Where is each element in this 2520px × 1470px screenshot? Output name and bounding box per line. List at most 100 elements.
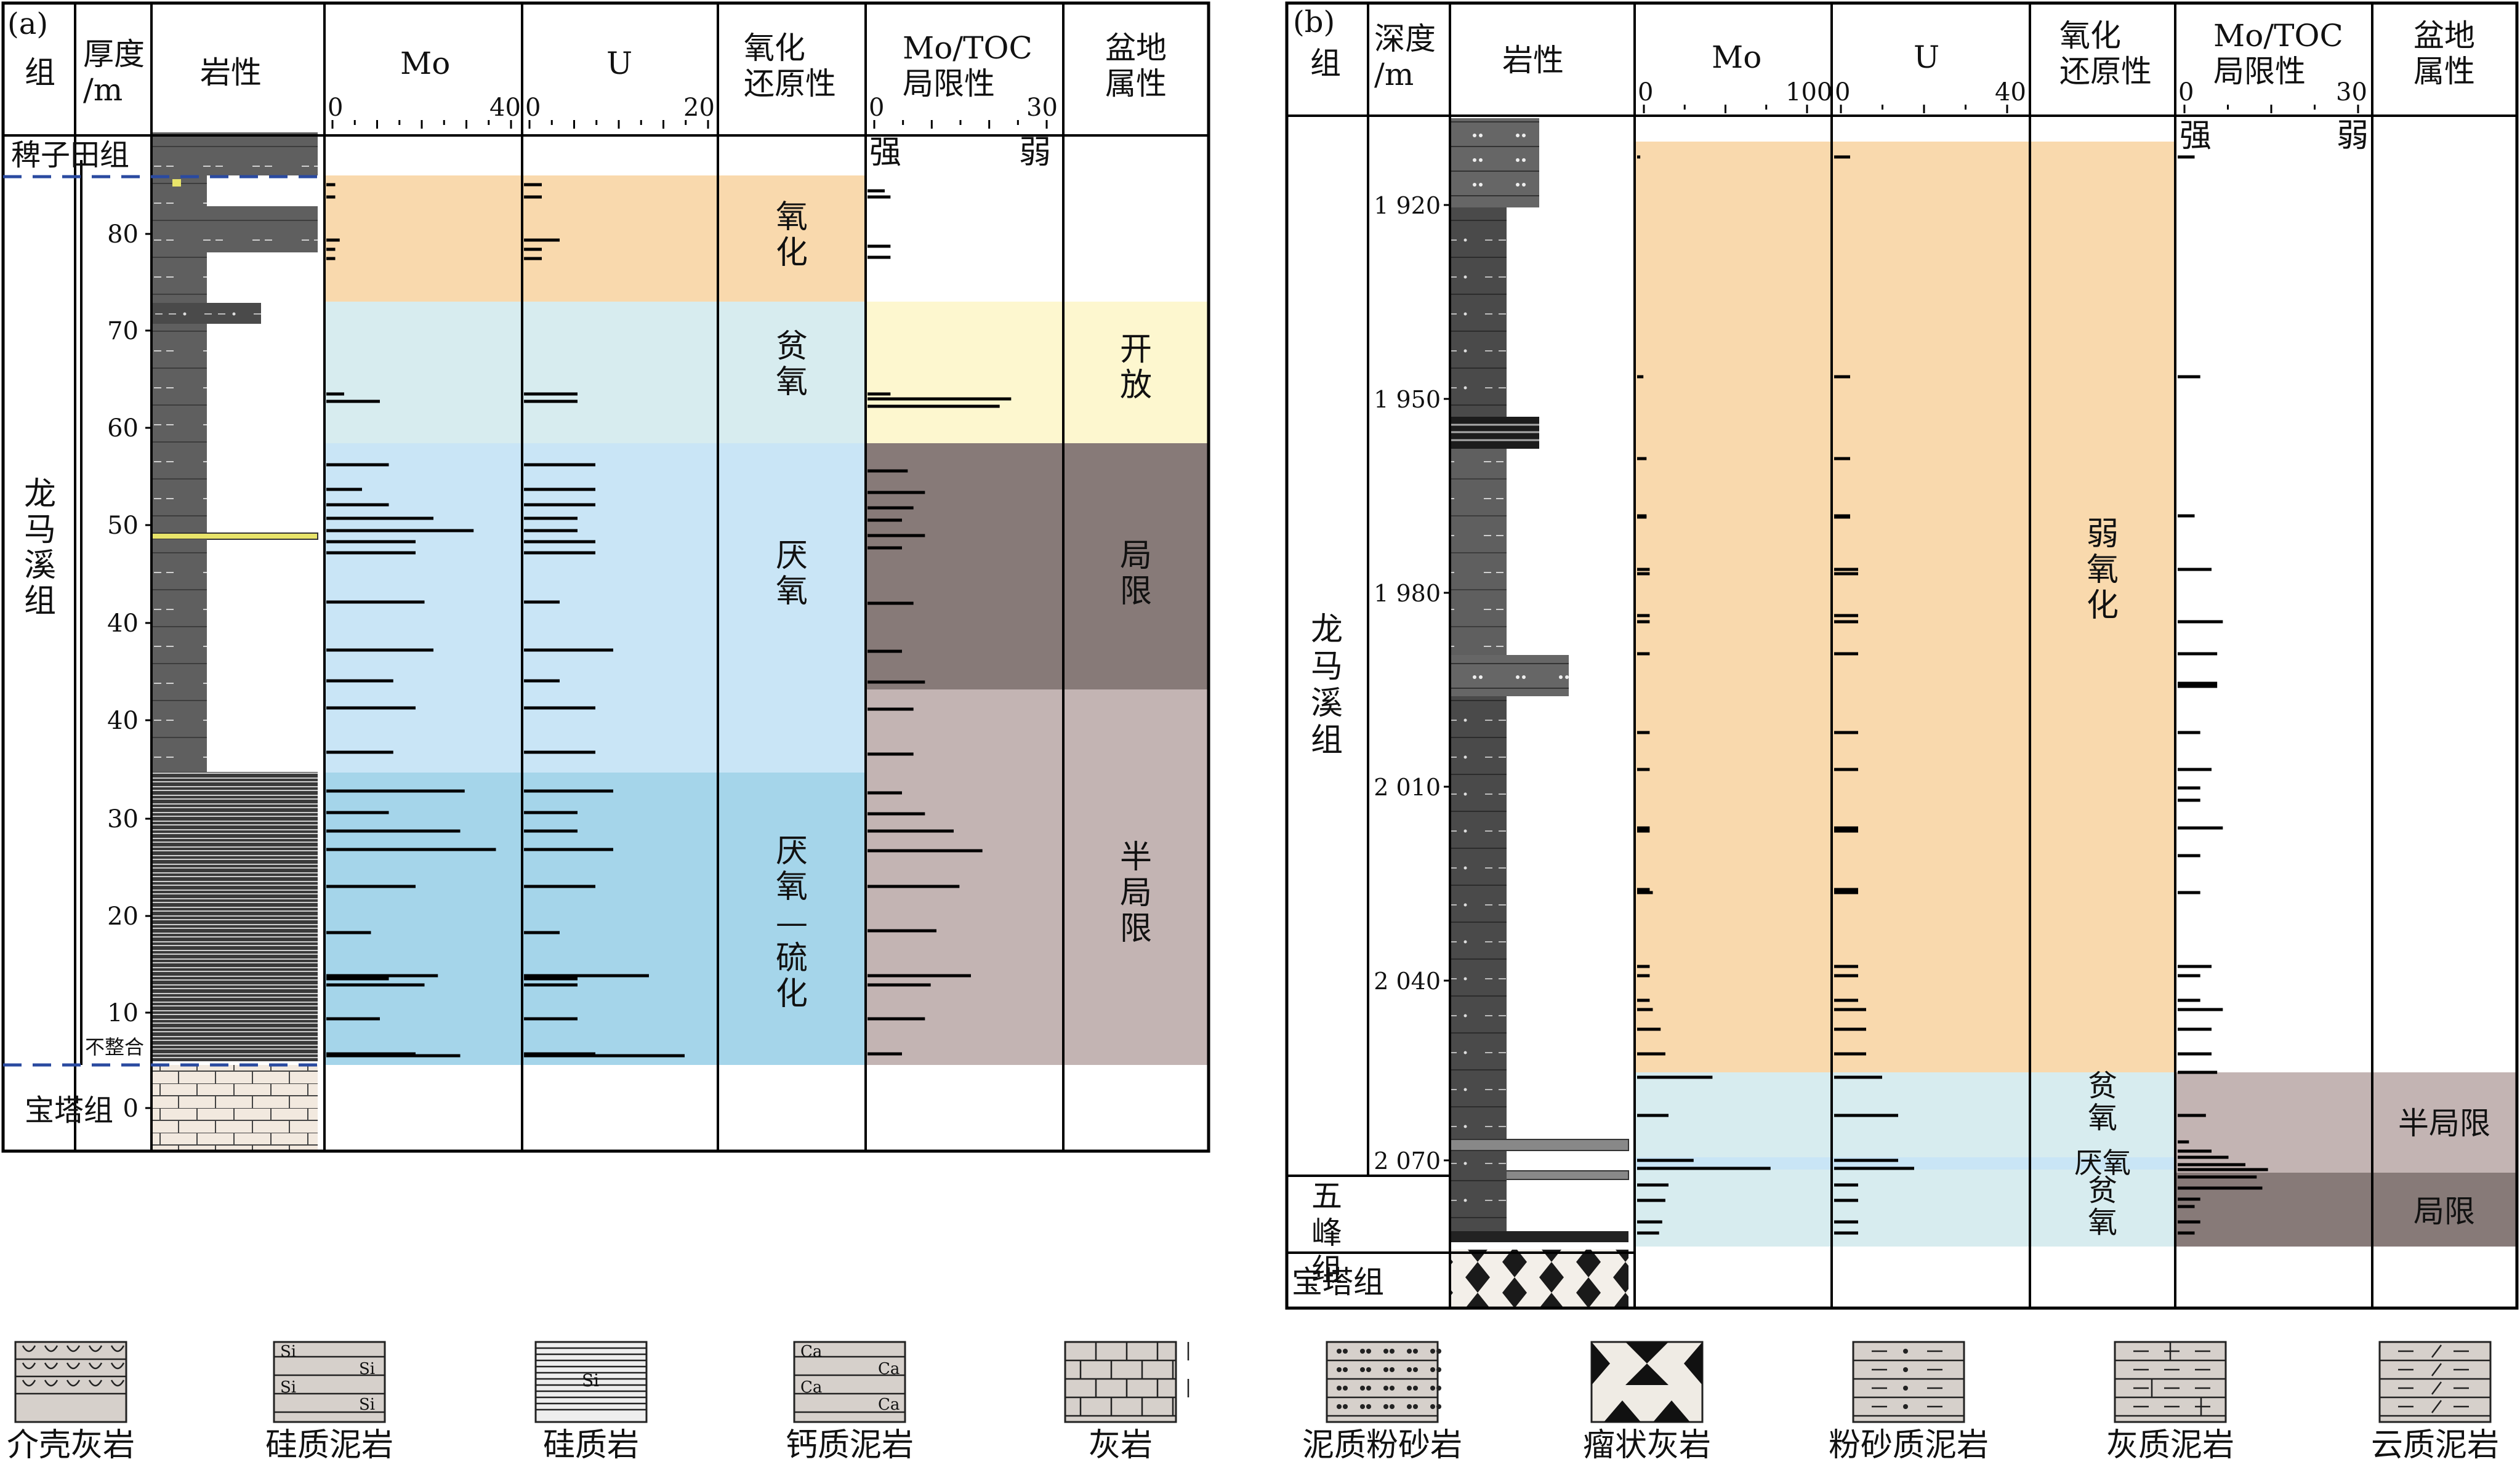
legend-symbol-text: Si (280, 1378, 296, 1397)
panel-a-depth-tick-label: 40 (107, 609, 139, 638)
panel-a-depth-tick-label: 20 (107, 902, 139, 931)
panel-b-formation-bottom: 宝塔组 (1292, 1264, 1384, 1300)
legend-symbol-text: Si (280, 1343, 296, 1361)
panel-a-u-bars (524, 183, 685, 1058)
panel-a-basin-label: 局限 (1120, 537, 1152, 610)
legend-item-nodular-limestone: 瘤状灰岩 (1583, 1341, 1711, 1464)
panel-b-redox-zone (1635, 1157, 2175, 1170)
panel-b-basin-label: 局限 (2413, 1194, 2475, 1229)
legend-item-siliceous-rock: Si 硅质岩 (534, 1341, 648, 1464)
panel-b-depth-ticks: 1 920 1 950 1 980 2 010 2 040 2 070 (1374, 192, 1450, 1175)
panel-b-depth-tick-label: 2 040 (1374, 968, 1441, 995)
panel-a-strong-label: 强 (869, 134, 901, 171)
legend-label: 云质泥岩 (2371, 1427, 2499, 1464)
panel-b-mo-toc-axis-min: 0 (2178, 78, 2194, 106)
panel-b-strong-label: 强 (2180, 118, 2212, 155)
panel-b-formation-wufeng: 五峰组 (1311, 1178, 1342, 1288)
legend-label: 硅质泥岩 (265, 1427, 393, 1464)
legend-item-shell-limestone: 介壳灰岩 (7, 1341, 135, 1464)
panel-a-frame (1, 1, 1210, 1153)
panel-b-u-axis-min: 0 (1835, 78, 1850, 106)
legend-symbol-text: Si (359, 1396, 375, 1414)
legend-label: 泥质粉砂岩 (1302, 1427, 1462, 1464)
legend-label: 介壳灰岩 (7, 1427, 135, 1464)
legend-item-silty-mudstone: 粉砂质泥岩 (1829, 1341, 1989, 1464)
legend-label: 钙质泥岩 (786, 1427, 914, 1464)
panel-a-depth-tick-label: 10 (107, 999, 139, 1027)
panel-a-header-mo: Mo (400, 46, 450, 81)
panel-b-header-redox: 氧化还原性 (2059, 18, 2152, 89)
panel-b-redox-zone (1635, 1170, 2175, 1247)
panel-b-redox-zone (1635, 142, 2175, 1072)
panel-a-depth-tick-label: 60 (107, 414, 139, 443)
legend-symbol-text: Si (359, 1360, 375, 1378)
panel-b-basin-label: 半局限 (2398, 1106, 2490, 1141)
legend-symbol-text: Ca (878, 1396, 900, 1414)
panel-b-mo-bars (1637, 155, 1771, 1235)
panel-b: (b) 组 深度/m 岩性 Mo U 氧化还原性 Mo/TOC 局限性 盆地属性 … (1285, 1, 2519, 1310)
legend-label: 瘤状灰岩 (1583, 1427, 1711, 1464)
panel-b-tag: (b) (1293, 5, 1335, 39)
panel-a-basin-label: 开放 (1120, 331, 1152, 404)
panel-a-depth-tick-label: 70 (107, 317, 139, 345)
panel-b-header-mo: Mo (1712, 39, 1761, 75)
legend-label: 硅质岩 (543, 1427, 639, 1464)
panel-a-basin-label: 半局限 (1120, 839, 1152, 947)
panel-a-mo-bars (326, 183, 496, 1058)
panel-a-formation-bottom: 宝塔组 (25, 1093, 113, 1128)
panel-a-header-redox: 氧化还原性 (744, 30, 836, 102)
panel-a-formation-top: 稗子田组 (11, 138, 129, 172)
panel-a-header-mo-toc: Mo/TOC 局限性 (903, 30, 1033, 102)
panel-a-basin-zone (866, 689, 1209, 1065)
panel-a-basin-zone (866, 443, 1209, 689)
legend-item-limestone: 灰岩 (1064, 1341, 1190, 1464)
panel-a-redox-label: 贫氧 (776, 328, 808, 401)
legend-symbol-text: Si (582, 1370, 599, 1391)
legend-label: 灰质泥岩 (2106, 1427, 2234, 1464)
panel-a-redox-zone (324, 443, 866, 773)
panel-a-depth-tick-label: 50 (107, 512, 139, 540)
panel-a-depth-tick-label: 30 (107, 805, 139, 833)
panel-a-mo-toc-axis-max: 30 (1026, 94, 1058, 122)
legend-item-siliceous-mudstone: Si Si Si Si 硅质泥岩 (265, 1341, 393, 1464)
panel-a-header-lithology: 岩性 (200, 55, 262, 90)
panel-b-depth-tick-label: 2 010 (1374, 774, 1441, 801)
panel-b-header-u: U (1914, 39, 1939, 75)
legend-item-dolomitic-mudstone: 云质泥岩 (2371, 1341, 2499, 1464)
panel-a-mo-axis-max: 40 (489, 94, 521, 122)
panel-b-depth-tick-label: 1 980 (1374, 580, 1441, 607)
panel-b-formation-main-text: 龙马溪组 (1311, 611, 1343, 759)
legend-item-calcareous-mudstone: Ca Ca Ca Ca 钙质泥岩 (786, 1341, 914, 1464)
panel-b-u-bars (1834, 155, 1914, 1235)
panel-a-redox-zone (324, 302, 866, 443)
panel-b-depth-tick-label: 1 950 (1374, 386, 1441, 413)
panel-a-depth-tick-label: 80 (107, 220, 139, 249)
panel-a-u-axis-min: 0 (525, 94, 541, 122)
legend-label: 灰岩 (1089, 1427, 1153, 1464)
panel-b-mo-axis-max: 100 (1785, 78, 1832, 106)
panel-a-header-basin: 盆地属性 (1105, 30, 1167, 102)
panel-b-redox-label: 厌氧 (2074, 1146, 2131, 1179)
legend-symbol-text: Ca (800, 1378, 822, 1397)
panel-b-header-group: 组 (1310, 46, 1341, 81)
panel-a-tag: (a) (7, 7, 48, 41)
panel-b-redox-label: 贫氧 (2088, 1173, 2117, 1240)
panel-b-redox-label: 弱氧化 (2087, 516, 2119, 624)
panel-a-header-u: U (606, 46, 632, 81)
panel-b-depth-tick-label: 1 920 (1374, 192, 1441, 219)
panel-b-redox-zone (1635, 1072, 2175, 1157)
panel-a-redox-label: 氧化 (776, 199, 808, 271)
panel-a-lithology-column (151, 132, 318, 1151)
legend-item-lime-mudstone: 灰质泥岩 (2106, 1341, 2234, 1464)
panel-a: (a) 组 厚度/m 岩性 Mo U 氧化还原性 Mo/TOC 局限性 盆地属性 … (1, 1, 1210, 1153)
panel-a-formation-main-text: 龙马溪组 (24, 476, 56, 620)
panel-a-mo-toc-axis-min: 0 (869, 94, 884, 122)
panel-b-mo-toc-bars (2178, 155, 2268, 1235)
panel-b-formation-main: 龙马溪组 (1311, 611, 1343, 759)
panel-a-weak-label: 弱 (1019, 134, 1051, 171)
panel-a-redox-zone (324, 175, 866, 302)
panel-b-header-depth: 深度/m (1374, 21, 1436, 92)
panel-a-basin-zone (866, 302, 1209, 443)
panel-b-basin-zone (2175, 1173, 2517, 1247)
legend-symbol-text: Ca (800, 1343, 822, 1361)
